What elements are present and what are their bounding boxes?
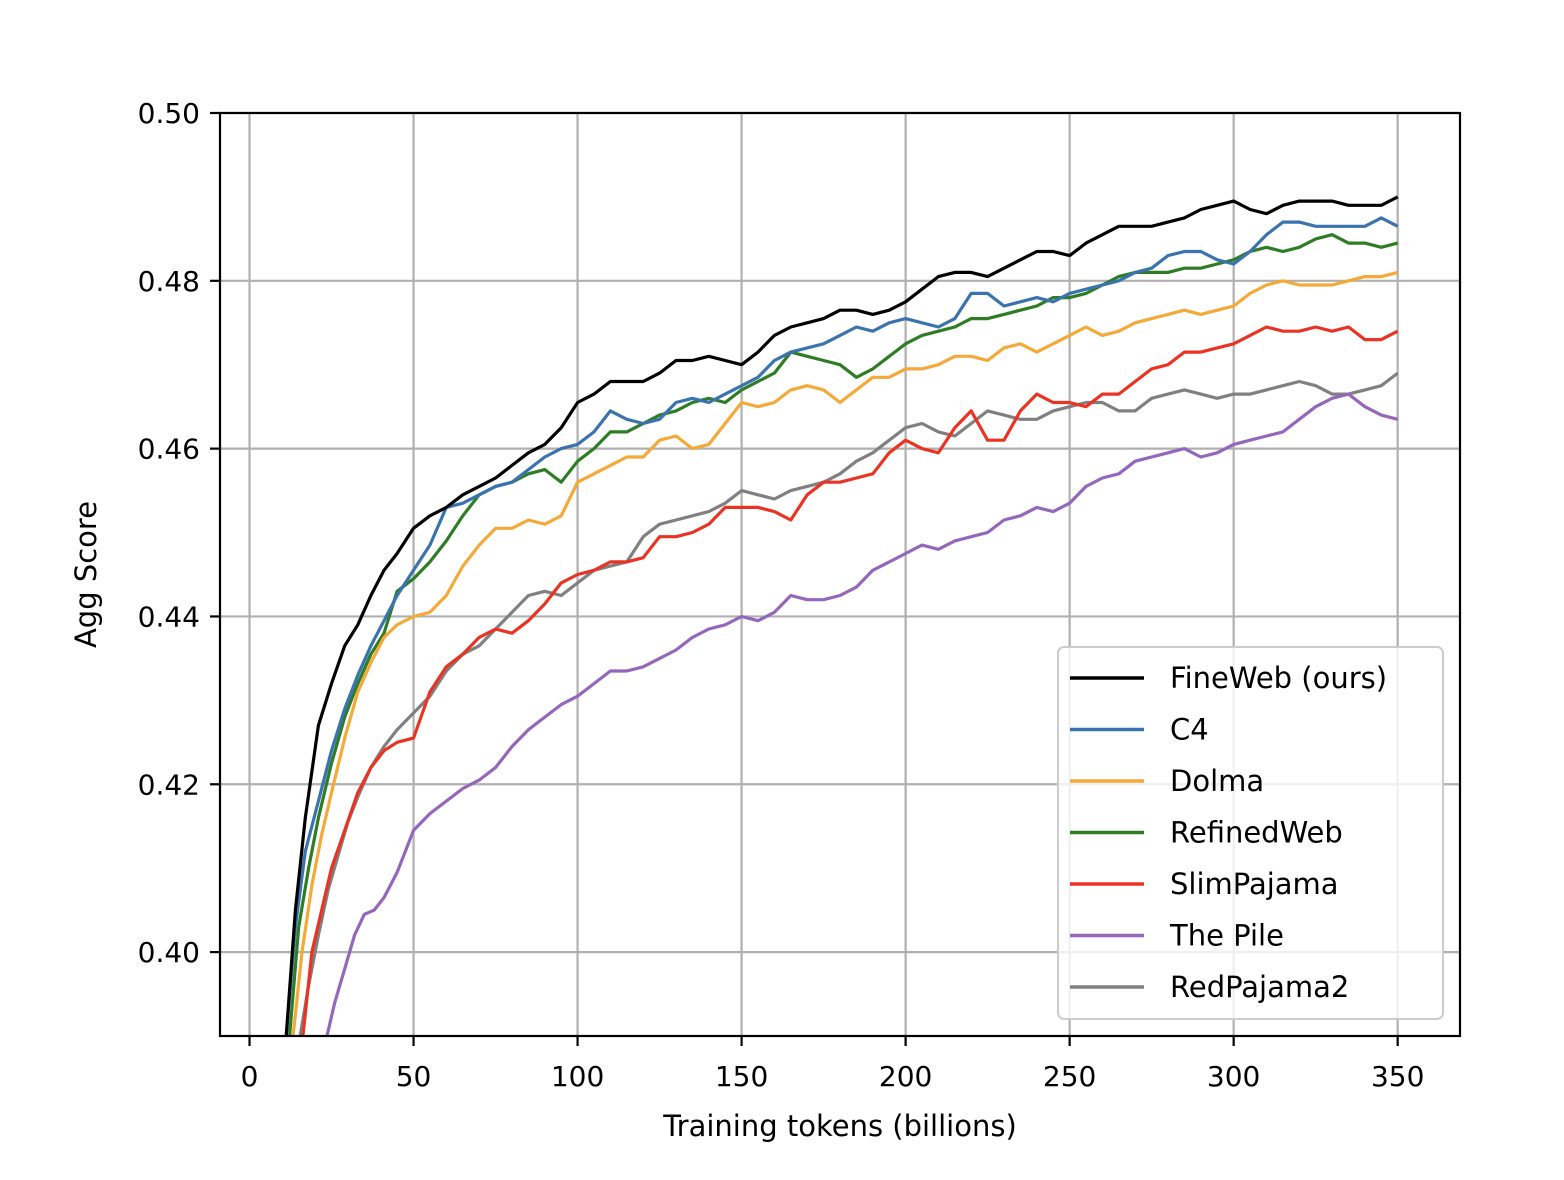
y-axis-ticks: 0.40 0.42 0.44 0.46 0.48 0.50 bbox=[138, 97, 220, 969]
y-tick-label: 0.40 bbox=[138, 936, 200, 969]
legend-box bbox=[1057, 646, 1444, 1020]
legend-item: C4 bbox=[1070, 713, 1209, 747]
series-lines bbox=[284, 195, 1399, 1036]
series-line-dolma bbox=[291, 270, 1399, 1036]
x-axis-ticks: 0 50 100 150 200 250 300 350 bbox=[241, 1036, 1424, 1093]
y-tick-label: 0.48 bbox=[138, 265, 200, 298]
legend-label: RefinedWeb bbox=[1170, 816, 1343, 850]
x-tick-label: 350 bbox=[1371, 1060, 1424, 1093]
legend-label: FineWeb (ours) bbox=[1170, 661, 1387, 695]
legend-item: SlimPajama bbox=[1070, 867, 1339, 901]
series-line-c4 bbox=[284, 216, 1399, 1036]
legend-label: C4 bbox=[1170, 713, 1209, 747]
y-tick-label: 0.42 bbox=[138, 768, 200, 801]
y-tick-label: 0.44 bbox=[138, 600, 200, 633]
legend: FineWeb (ours) C4 Dolma RefinedWeb SlimPajam… bbox=[1057, 646, 1444, 1020]
x-tick-label: 150 bbox=[715, 1060, 768, 1093]
series-line-slimpajama bbox=[301, 325, 1399, 1036]
legend-label: SlimPajama bbox=[1170, 867, 1339, 901]
plot-area-frame bbox=[218, 111, 1462, 1038]
x-tick-label: 0 bbox=[241, 1060, 259, 1093]
y-tick-label: 0.46 bbox=[138, 433, 200, 466]
x-tick-label: 100 bbox=[551, 1060, 604, 1093]
x-tick-label: 300 bbox=[1207, 1060, 1260, 1093]
x-tick-label: 250 bbox=[1043, 1060, 1096, 1093]
legend-label: Dolma bbox=[1170, 764, 1264, 798]
x-tick-label: 50 bbox=[396, 1060, 432, 1093]
legend-item: RefinedWeb bbox=[1070, 816, 1343, 850]
series-line-the-pile bbox=[325, 392, 1399, 1036]
legend-item: FineWeb (ours) bbox=[1070, 661, 1387, 695]
y-tick-label: 0.50 bbox=[138, 97, 200, 130]
legend-label: RedPajama2 bbox=[1170, 970, 1349, 1004]
legend-label: The Pile bbox=[1169, 919, 1284, 953]
series-line-fineweb-ours bbox=[284, 195, 1399, 1036]
series-line-refinedweb bbox=[287, 233, 1399, 1036]
x-axis-label: Training tokens (billions) bbox=[662, 1109, 1017, 1143]
y-axis-label: Agg Score bbox=[69, 501, 103, 648]
legend-item: The Pile bbox=[1070, 919, 1284, 953]
legend-item: RedPajama2 bbox=[1070, 970, 1349, 1004]
x-tick-label: 200 bbox=[879, 1060, 932, 1093]
legend-item: Dolma bbox=[1070, 764, 1264, 798]
